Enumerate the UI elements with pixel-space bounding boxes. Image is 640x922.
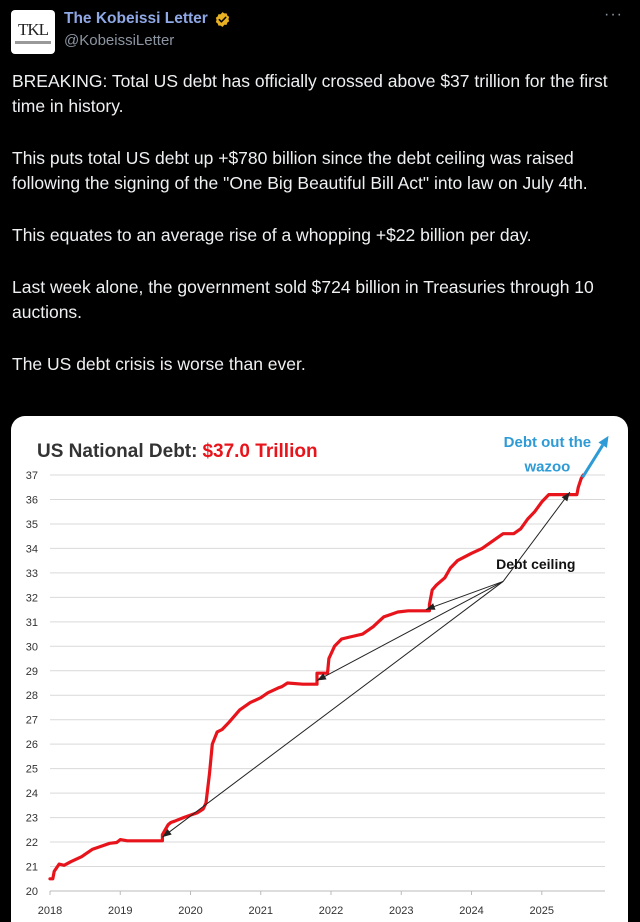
callout-label-line-2: wazoo	[523, 458, 570, 475]
tweet-paragraph: The US debt crisis is worse than ever.	[12, 354, 306, 374]
y-axis-ticks: 20 21 22 23 24 25 26 27 28 29 30 31 32 33 34 35 36 37	[26, 470, 38, 898]
y-tick-label: 24	[26, 788, 38, 800]
tweet-paragraph: Last week alone, the government sold $72…	[12, 277, 594, 322]
y-tick-label: 23	[26, 813, 38, 825]
callout-label-line-1: Debt out the	[504, 434, 592, 451]
tweet-paragraph: BREAKING: Total US debt has officially c…	[12, 71, 608, 116]
y-tick-label: 20	[26, 886, 38, 898]
tweet-text: BREAKING: Total US debt has officially c…	[12, 69, 628, 377]
chart-title-value: $37.0 Trillion	[202, 441, 317, 462]
callout-arrowhead-icon	[598, 435, 609, 448]
y-tick-label: 21	[26, 862, 38, 874]
tweet-header: TKL The Kobeissi Letter @KobeissiLetter …	[0, 0, 640, 60]
debt-ceiling-arrowhead-icon	[425, 603, 436, 610]
x-tick-label: 2020	[178, 905, 202, 917]
callout-arrow	[581, 444, 604, 479]
chart-title: US National Debt: $37.0 Trillion	[37, 441, 318, 462]
more-options-icon[interactable]: ···	[604, 6, 623, 23]
x-tick-label: 2023	[389, 905, 413, 917]
debt-ceiling-pointers	[162, 491, 571, 838]
x-tick-label: 2024	[459, 905, 483, 917]
y-tick-label: 26	[26, 739, 38, 751]
tweet-paragraph: This puts total US debt up +$780 billion…	[12, 148, 588, 193]
verified-badge-icon	[215, 12, 230, 27]
avatar-strap	[15, 40, 51, 44]
x-axis-ticks: 2018 2019 2020 2021 2022 2023 2024 2025	[38, 891, 554, 917]
debt-ceiling-pointer	[162, 581, 504, 838]
debt-ceiling-pointer	[502, 491, 571, 582]
author-name[interactable]: The Kobeissi Letter	[64, 10, 208, 27]
y-tick-label: 32	[26, 592, 38, 604]
debt-ceiling-arrowhead-icon	[162, 828, 172, 838]
y-tick-label: 27	[26, 715, 38, 727]
y-tick-label: 34	[26, 543, 38, 555]
y-tick-label: 22	[26, 837, 38, 849]
y-tick-label: 35	[26, 519, 38, 531]
avatar-monogram: TKL	[17, 19, 49, 39]
y-tick-label: 29	[26, 666, 38, 678]
debt-ceiling-pointer	[425, 580, 504, 611]
y-tick-label: 37	[26, 470, 38, 482]
author-handle[interactable]: @KobeissiLetter	[64, 32, 175, 49]
y-tick-label: 33	[26, 568, 38, 580]
debt-chart: US National Debt: $37.0 Trillion 20212223…	[26, 434, 609, 917]
chart-title-label: US National Debt:	[37, 441, 197, 462]
x-tick-label: 2019	[108, 905, 132, 917]
y-tick-label: 31	[26, 617, 38, 629]
y-tick-label: 36	[26, 494, 38, 506]
debt-ceiling-label: Debt ceiling	[496, 556, 575, 572]
x-tick-label: 2021	[249, 905, 273, 917]
y-tick-label: 25	[26, 764, 38, 776]
debt-series-line	[48, 473, 585, 881]
tweet-media-chart[interactable]: US National Debt: $37.0 Trillion 20 21 22 23…	[11, 416, 628, 922]
y-tick-label: 28	[26, 690, 38, 702]
y-tick-label: 30	[26, 641, 38, 653]
debt-ceiling-arrowhead-icon	[561, 492, 570, 502]
tweet-paragraph: This equates to an average rise of a who…	[12, 225, 532, 245]
x-tick-label: 2018	[38, 905, 62, 917]
avatar[interactable]: TKL	[11, 10, 55, 54]
x-tick-label: 2022	[319, 905, 343, 917]
chart-grid	[50, 474, 605, 868]
x-tick-label: 2025	[530, 905, 554, 917]
debt-ceiling-arrowhead-icon	[316, 673, 327, 681]
debt-ceiling-pointer	[316, 581, 504, 681]
